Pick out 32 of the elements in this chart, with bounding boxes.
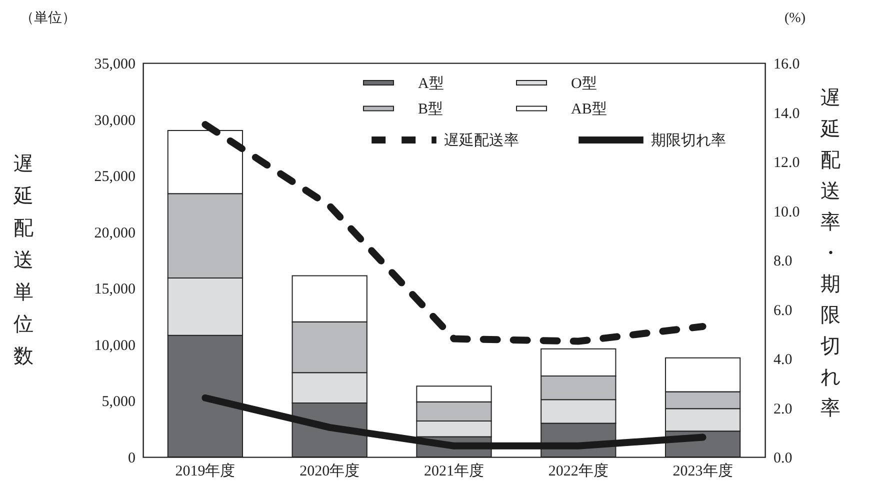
x-tick-label: 2023年度: [672, 462, 733, 480]
legend-label: AB型: [571, 100, 607, 118]
x-tick-label: 2022年度: [548, 462, 608, 480]
y-tick-label: 0: [128, 450, 136, 466]
y-axis-title: 遅延配送単位数: [12, 154, 34, 368]
y2-tick-label: 6.0: [774, 302, 792, 319]
y2-tick-label: 16.0: [774, 56, 800, 72]
y2-tick-label: 0.0: [774, 450, 792, 466]
y2-tick-label: 4.0: [774, 352, 792, 368]
y-tick-label: 20,000: [94, 225, 136, 242]
y-tick-label: 30,000: [94, 112, 136, 129]
y-tick-label: 5,000: [102, 394, 136, 410]
x-tick-label: 2020年度: [300, 462, 360, 480]
y2-tick-label: 12.0: [774, 155, 800, 171]
y-tick-label: 25,000: [94, 169, 136, 186]
legend-label: A型: [418, 74, 444, 92]
legend-label: 遅延配送率: [444, 132, 519, 149]
legend-label: 期限切れ率: [651, 132, 726, 149]
y-tick-label: 35,000: [94, 56, 136, 72]
x-tick-label: 2019年度: [175, 462, 236, 480]
text: （単位）: [20, 10, 76, 26]
text: 遅延配送率・期限切れ率: [820, 88, 840, 420]
legend-label: B型: [418, 100, 444, 118]
text: (%): [784, 11, 806, 26]
y2-tick-label: 10.0: [774, 204, 800, 220]
y-tick-label: 15,000: [94, 282, 136, 298]
legend-label: O型: [571, 74, 597, 92]
y2-tick-label: 2.0: [774, 401, 792, 418]
y2-tick-label: 8.0: [774, 254, 792, 270]
y2-tick-label: 14.0: [774, 106, 800, 122]
y-tick-label: 10,000: [94, 338, 136, 354]
x-tick-label: 2021年度: [424, 462, 484, 480]
